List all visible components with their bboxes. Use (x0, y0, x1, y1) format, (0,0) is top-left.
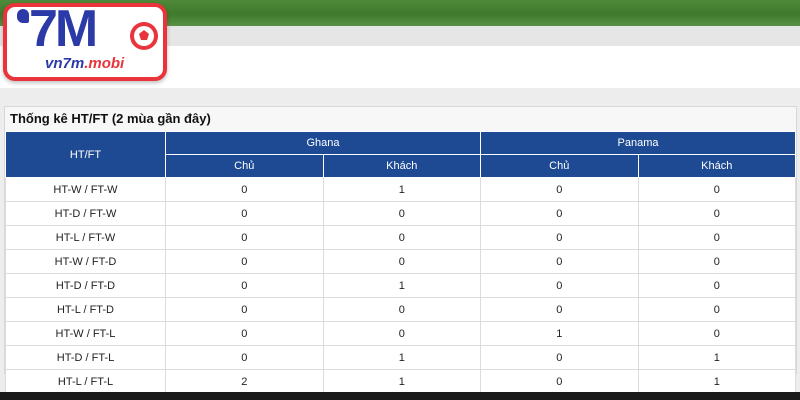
cell-value: 2 (165, 369, 324, 394)
table-row: HT-W / FT-L 0 0 1 0 (5, 321, 796, 346)
bottom-bar (0, 392, 800, 400)
cell-value: 0 (165, 225, 324, 250)
row-label: HT-L / FT-W (5, 225, 166, 250)
team-header-panama: Panama (480, 131, 796, 155)
site-logo[interactable]: 7M vn7m.mobi (3, 3, 167, 81)
cell-value: 1 (322, 345, 481, 370)
cell-value: 0 (637, 249, 796, 274)
row-label: HT-W / FT-L (5, 321, 166, 346)
cell-value: 0 (637, 177, 796, 202)
htft-table: HT/FT Ghana Panama Chủ Khách Chủ Khách H… (5, 131, 796, 394)
cell-value: 0 (480, 249, 639, 274)
subheader-away: Khách (637, 154, 796, 178)
cell-value: 1 (322, 369, 481, 394)
table-row: HT-L / FT-W 0 0 0 0 (5, 225, 796, 250)
logo-quote-mark (17, 9, 29, 23)
cell-value: 0 (637, 297, 796, 322)
cell-value: 1 (322, 273, 481, 298)
subheader-away: Khách (322, 154, 481, 178)
row-label: HT-D / FT-D (5, 273, 166, 298)
cell-value: 0 (480, 201, 639, 226)
subheader-home: Chủ (480, 154, 639, 178)
cell-value: 0 (637, 225, 796, 250)
cell-value: 0 (322, 249, 481, 274)
cell-value: 0 (165, 249, 324, 274)
cell-value: 1 (637, 345, 796, 370)
table-row: HT-L / FT-D 0 0 0 0 (5, 297, 796, 322)
cell-value: 0 (637, 273, 796, 298)
cell-value: 0 (322, 297, 481, 322)
cell-value: 0 (322, 225, 481, 250)
table-row: HT-L / FT-L 2 1 0 1 (5, 369, 796, 394)
cell-value: 0 (480, 369, 639, 394)
cell-value: 1 (480, 321, 639, 346)
cell-value: 0 (637, 321, 796, 346)
cell-value: 0 (480, 273, 639, 298)
cell-value: 0 (480, 177, 639, 202)
row-label: HT-L / FT-D (5, 297, 166, 322)
team-header-ghana: Ghana (165, 131, 481, 155)
table-row: HT-D / FT-D 0 1 0 0 (5, 273, 796, 298)
cell-value: 0 (480, 345, 639, 370)
cell-value: 0 (322, 321, 481, 346)
cell-value: 0 (165, 297, 324, 322)
row-label: HT-W / FT-D (5, 249, 166, 274)
row-label: HT-D / FT-W (5, 201, 166, 226)
row-label: HT-W / FT-W (5, 177, 166, 202)
cell-value: 0 (480, 225, 639, 250)
row-header: HT/FT (5, 131, 166, 178)
htft-stats-panel: Thống kê HT/FT (2 mùa gần đây) HT/FT Gha… (4, 106, 797, 394)
row-label: HT-L / FT-L (5, 369, 166, 394)
cell-value: 0 (165, 177, 324, 202)
cell-value: 0 (165, 273, 324, 298)
row-label: HT-D / FT-L (5, 345, 166, 370)
cell-value: 0 (165, 345, 324, 370)
cell-value: 0 (165, 321, 324, 346)
cell-value: 1 (322, 177, 481, 202)
cell-value: 0 (165, 201, 324, 226)
cell-value: 0 (637, 201, 796, 226)
table-row: HT-D / FT-L 0 1 0 1 (5, 345, 796, 370)
table-row: HT-D / FT-W 0 0 0 0 (5, 201, 796, 226)
subheader-home: Chủ (165, 154, 324, 178)
table-row: HT-W / FT-D 0 0 0 0 (5, 249, 796, 274)
cell-value: 0 (322, 201, 481, 226)
cell-value: 0 (480, 297, 639, 322)
table-row: HT-W / FT-W 0 1 0 0 (5, 177, 796, 202)
logo-mark: 7M (29, 0, 98, 58)
soccer-ball-icon (130, 22, 158, 50)
header-spacer (0, 26, 800, 46)
logo-domain: vn7m.mobi (45, 55, 125, 72)
cell-value: 1 (637, 369, 796, 394)
panel-title: Thống kê HT/FT (2 mùa gần đây) (5, 107, 796, 131)
